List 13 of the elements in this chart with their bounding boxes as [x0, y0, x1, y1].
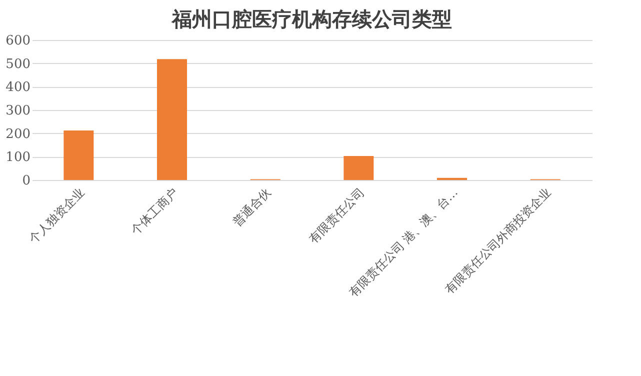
y-tick-label: 300 [6, 104, 30, 118]
bar [157, 59, 187, 180]
bar [64, 130, 94, 180]
y-tick-label: 600 [6, 34, 30, 48]
bar [344, 156, 374, 180]
y-tick-label: 100 [6, 150, 30, 166]
x-tick-label: 有限责任公司 [306, 185, 368, 246]
x-tick-label: 个体工商户 [128, 185, 180, 238]
x-tick-label: 普通合伙 [230, 185, 274, 229]
chart-title: 福州口腔医疗机构存续公司类型 [171, 7, 452, 31]
y-tick-label: 200 [6, 126, 30, 142]
y-tick-label: 400 [6, 80, 30, 96]
y-tick-label: 500 [6, 56, 30, 72]
